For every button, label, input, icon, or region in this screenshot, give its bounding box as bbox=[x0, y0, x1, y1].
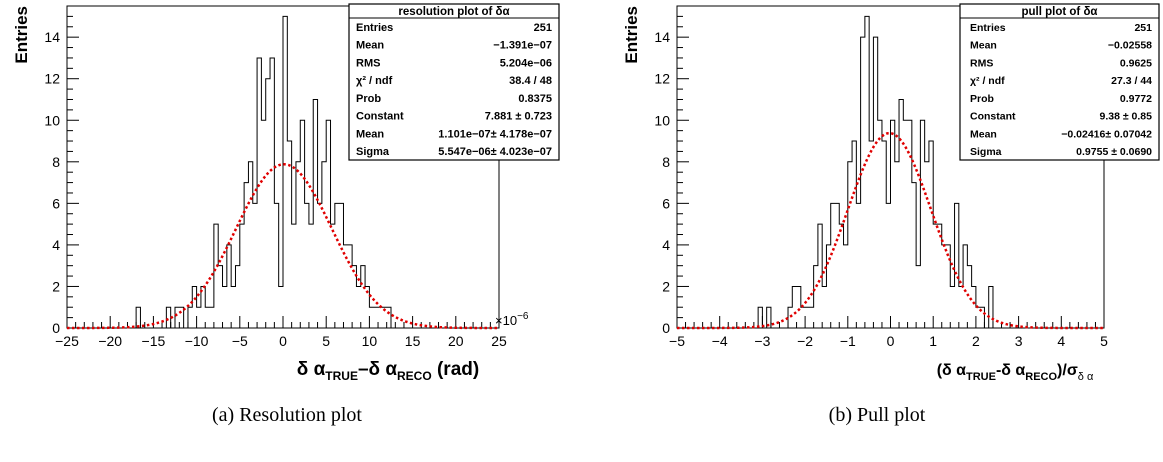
x-tick-label: −25 bbox=[55, 333, 79, 349]
x-tick-label: −1 bbox=[840, 333, 856, 349]
stats-row-label: Mean bbox=[970, 40, 997, 52]
y-tick-label: 12 bbox=[654, 71, 670, 87]
histogram-series bbox=[67, 15, 499, 329]
histogram-series bbox=[677, 15, 1104, 329]
x-tick-label: 2 bbox=[972, 333, 980, 349]
x-tick-label: 10 bbox=[362, 333, 378, 349]
stats-row-value: −0.02558 bbox=[1108, 40, 1152, 52]
stats-box: resolution plot of δα Entries 251 Mean −1.39… bbox=[348, 3, 560, 161]
y-tick-label: 6 bbox=[52, 195, 60, 211]
stats-row-value: 0.9772 bbox=[1120, 93, 1152, 105]
stats-box: pull plot of δα Entries 251 Mean −0.02558 RMS… bbox=[959, 3, 1160, 161]
y-tick-label: 10 bbox=[654, 112, 670, 128]
x-tick-label: −3 bbox=[754, 333, 770, 349]
x-tick-label: −4 bbox=[712, 333, 728, 349]
y-tick-label: 14 bbox=[654, 29, 670, 45]
stats-row-label: Constant bbox=[356, 111, 404, 123]
stats-row-label: Constant bbox=[970, 111, 1016, 123]
stats-row-value: 1.101e−07± 4.178e−07 bbox=[438, 128, 552, 140]
gaussian-fit-curve bbox=[677, 131, 1104, 330]
stats-row-label: χ² / ndf bbox=[356, 75, 393, 87]
y-axis-label: Entries bbox=[12, 6, 31, 64]
stats-row-value: 5.547e−06± 4.023e−07 bbox=[438, 146, 552, 158]
caption-pull-plot: (b) Pull plot bbox=[828, 404, 926, 426]
x-tick-label: −5 bbox=[669, 333, 685, 349]
gaussian-fit-curve bbox=[67, 163, 499, 330]
stats-row-value: 0.9755 ± 0.0690 bbox=[1076, 146, 1152, 158]
stats-row-label: χ² / ndf bbox=[970, 75, 1005, 87]
stats-row-label: Prob bbox=[356, 93, 381, 105]
y-tick-label: 8 bbox=[662, 154, 670, 170]
stats-row-label: Mean bbox=[970, 128, 997, 140]
x-tick-label: 15 bbox=[405, 333, 421, 349]
x-tick-label: 0 bbox=[279, 333, 287, 349]
stats-row-value: 38.4 / 48 bbox=[509, 75, 552, 87]
x-tick-label: 1 bbox=[929, 333, 937, 349]
stats-row-label: Prob bbox=[970, 93, 994, 105]
stats-row-value: −0.02416± 0.07042 bbox=[1061, 128, 1152, 140]
stats-box-title: pull plot of δα bbox=[1022, 6, 1098, 18]
stats-box-title: resolution plot of δα bbox=[398, 6, 509, 18]
stats-row-value: 0.8375 bbox=[518, 93, 552, 105]
x-tick-label: −20 bbox=[98, 333, 122, 349]
y-tick-label: 10 bbox=[44, 112, 60, 128]
stats-row-label: Mean bbox=[356, 40, 384, 52]
stats-row-value: 5.204e−06 bbox=[500, 57, 552, 69]
stats-row-value: 0.9625 bbox=[1120, 57, 1152, 69]
stats-row-label: Mean bbox=[356, 128, 384, 140]
y-axis-label: Entries bbox=[622, 6, 641, 64]
stats-row-label: Sigma bbox=[356, 146, 390, 158]
stats-box-frame bbox=[348, 3, 560, 161]
chart-panel-1: 0 2 4 6 8 10 12 14 −25 −20 −15 −10 −5 0 5 10 15 20 25 Entri… bbox=[12, 3, 560, 383]
x-axis-label: (δ αTRUE-δ αRECO)/σδ α bbox=[937, 362, 1094, 383]
stats-box-frame bbox=[959, 3, 1160, 161]
caption-resolution-plot: (a) Resolution plot bbox=[212, 404, 362, 426]
x-tick-label: 25 bbox=[491, 333, 507, 349]
y-tick-label: 12 bbox=[44, 71, 60, 87]
stats-row-value: −1.391e−07 bbox=[493, 40, 552, 52]
x-tick-label: 20 bbox=[448, 333, 464, 349]
x-tick-label: 3 bbox=[1015, 333, 1023, 349]
x-tick-label: −15 bbox=[142, 333, 166, 349]
y-tick-label: 2 bbox=[662, 278, 670, 294]
x-tick-label: −5 bbox=[232, 333, 248, 349]
x-tick-label: −2 bbox=[797, 333, 813, 349]
y-tick-label: 8 bbox=[52, 154, 60, 170]
x-tick-label: −10 bbox=[185, 333, 209, 349]
x-axis-exponent: ×10−6 bbox=[495, 311, 529, 328]
stats-row-label: RMS bbox=[970, 57, 993, 69]
stats-row-label: Sigma bbox=[970, 146, 1002, 158]
stats-row-value: 251 bbox=[1134, 22, 1152, 34]
stats-row-label: Entries bbox=[356, 22, 393, 34]
stats-row-value: 9.38 ± 0.85 bbox=[1100, 111, 1153, 123]
stats-row-value: 27.3 / 44 bbox=[1111, 75, 1152, 87]
y-tick-label: 14 bbox=[44, 29, 60, 45]
stats-row-value: 7.881 ± 0.723 bbox=[485, 111, 552, 123]
y-tick-label: 4 bbox=[52, 237, 60, 253]
x-tick-label: 0 bbox=[887, 333, 895, 349]
x-axis-label: δ αTRUE–δ αRECO (rad) bbox=[297, 359, 479, 383]
y-tick-label: 0 bbox=[52, 320, 60, 336]
x-tick-label: 4 bbox=[1057, 333, 1065, 349]
stats-row-label: RMS bbox=[356, 57, 380, 69]
x-tick-label: 5 bbox=[322, 333, 330, 349]
stats-row-label: Entries bbox=[970, 22, 1006, 34]
stats-row-value: 251 bbox=[534, 22, 552, 34]
y-tick-label: 6 bbox=[662, 195, 670, 211]
x-tick-label: 5 bbox=[1100, 333, 1108, 349]
y-tick-label: 4 bbox=[662, 237, 670, 253]
y-tick-label: 2 bbox=[52, 278, 60, 294]
y-tick-label: 0 bbox=[662, 320, 670, 336]
